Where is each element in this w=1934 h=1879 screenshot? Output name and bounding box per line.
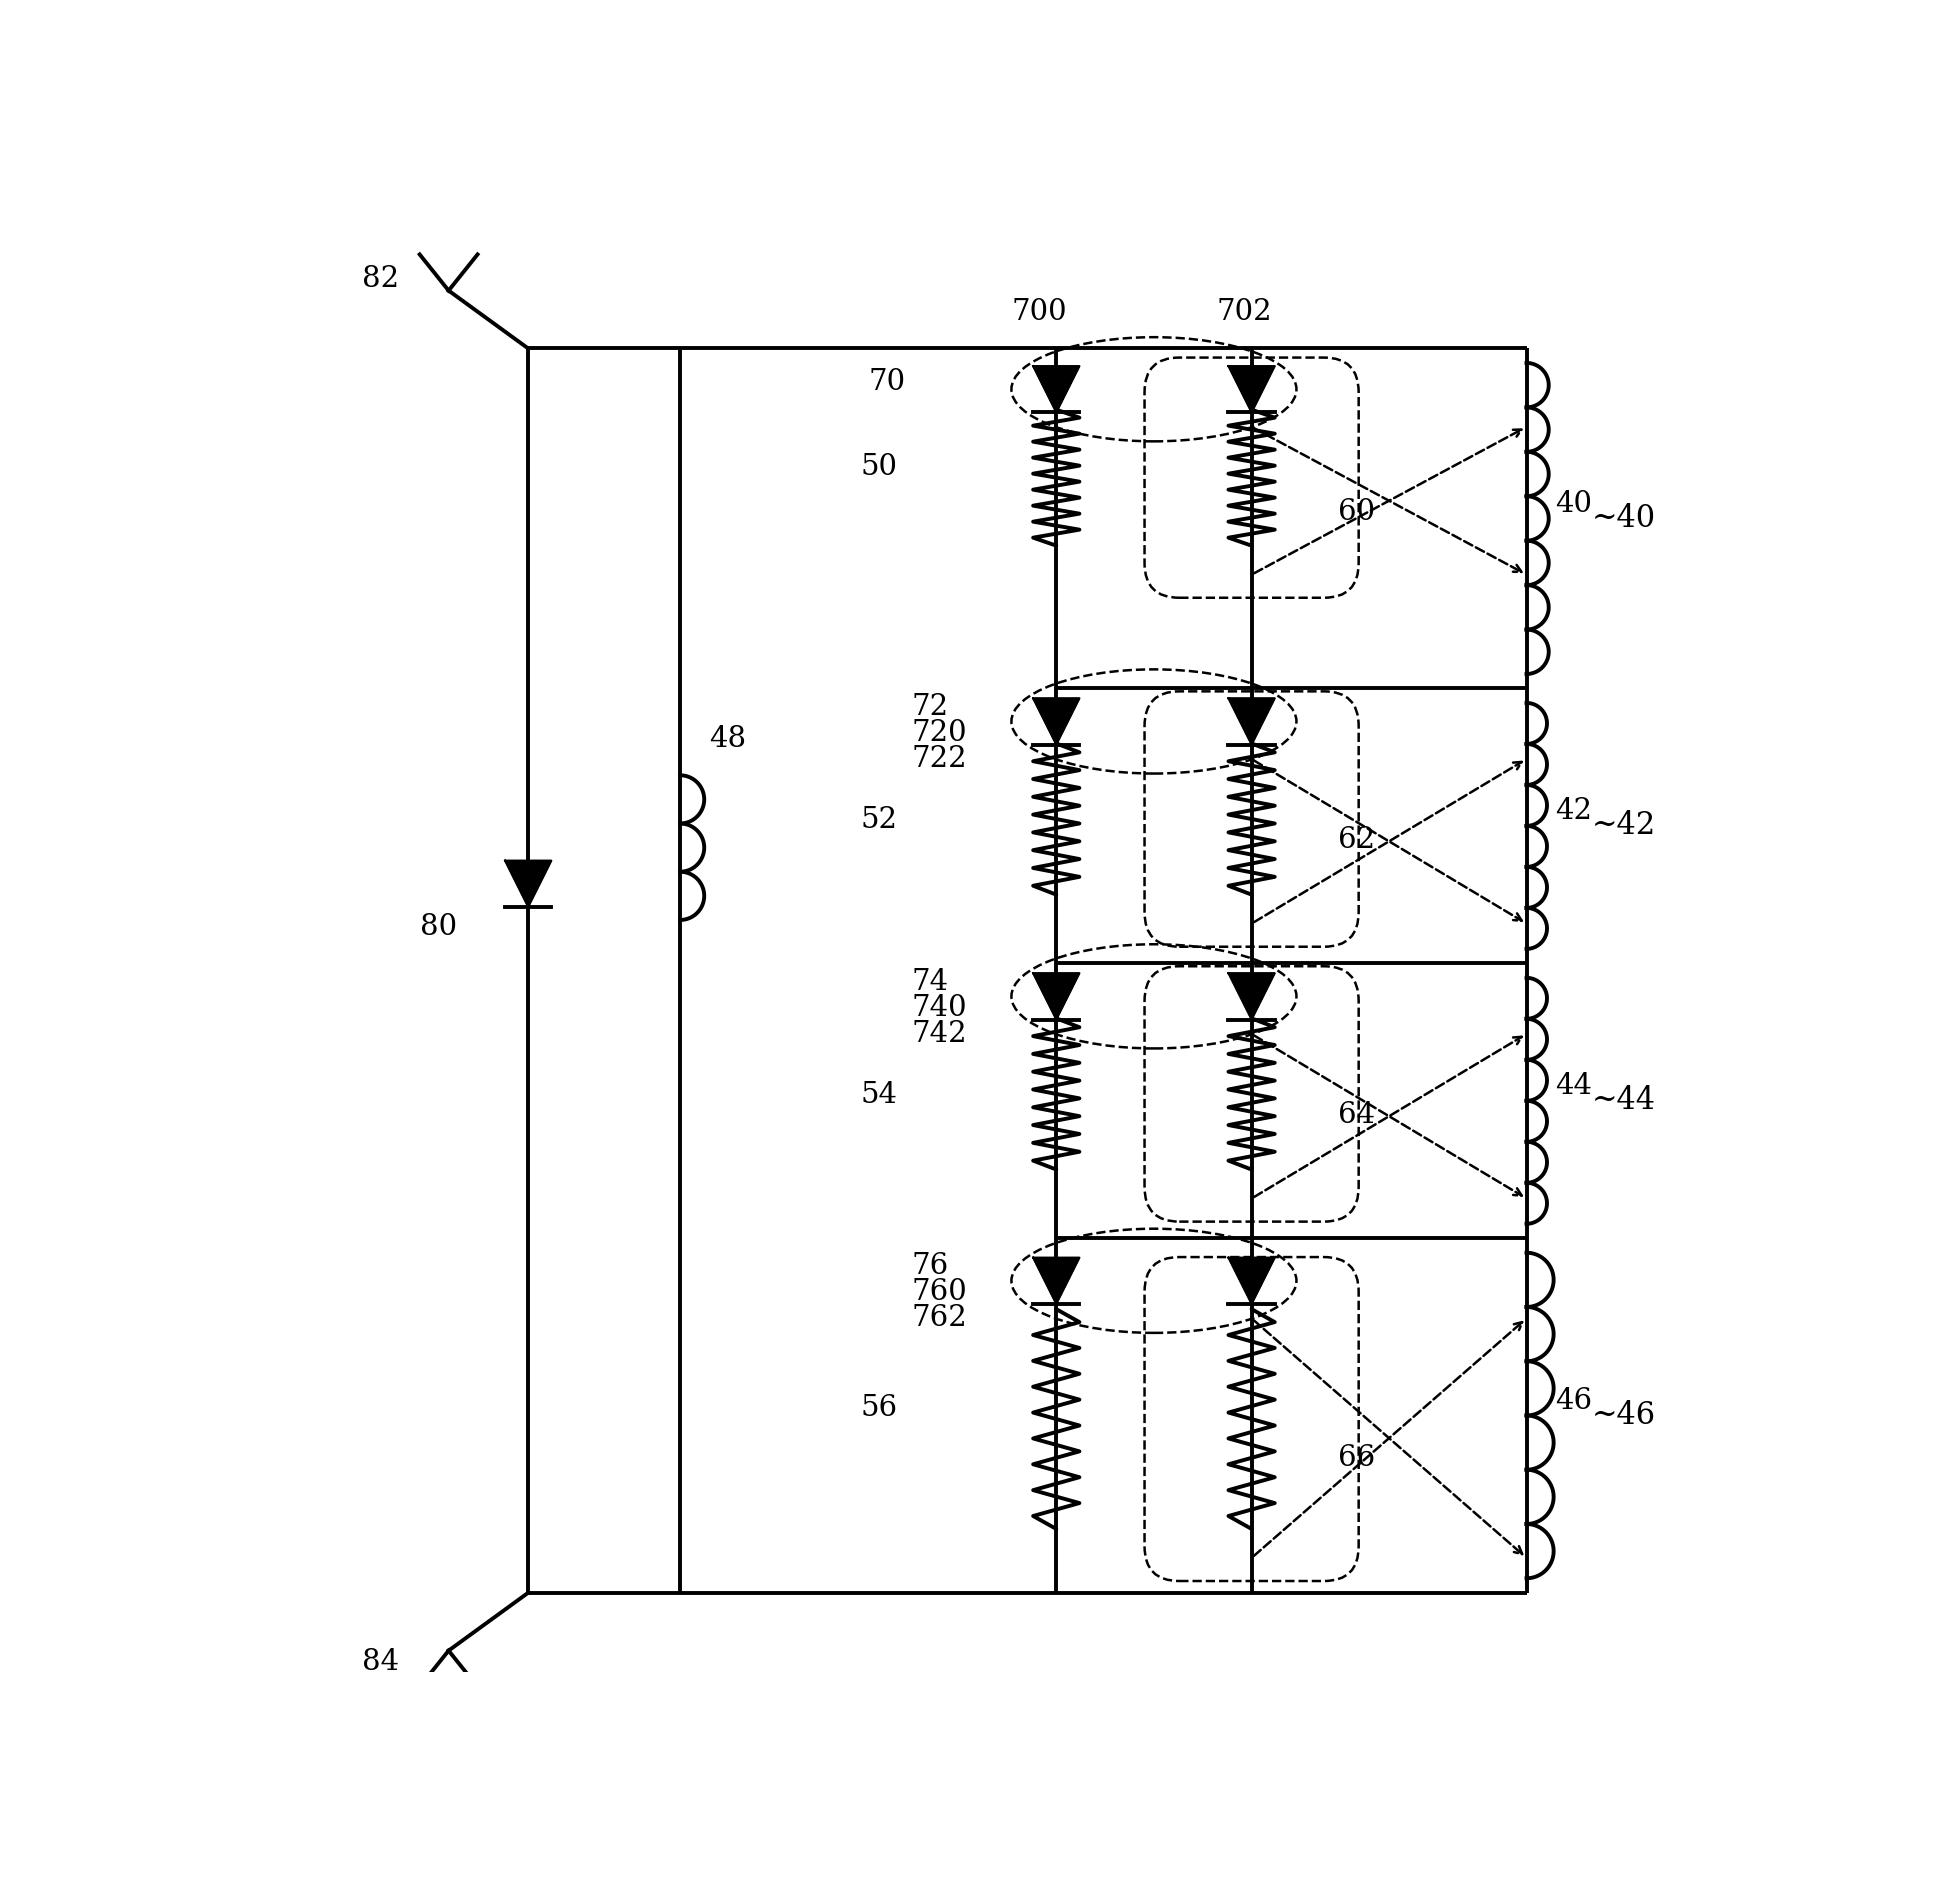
Text: 66: 66: [1338, 1445, 1375, 1471]
Polygon shape: [1033, 699, 1079, 744]
Text: ~40: ~40: [1592, 504, 1656, 534]
Text: 42: 42: [1555, 797, 1592, 825]
Text: 742: 742: [911, 1020, 967, 1048]
Text: 700: 700: [1011, 299, 1068, 327]
Text: 762: 762: [911, 1304, 967, 1332]
Text: 44: 44: [1555, 1073, 1592, 1101]
Text: 84: 84: [362, 1648, 398, 1676]
Text: 72: 72: [911, 693, 950, 722]
Text: 720: 720: [911, 720, 967, 748]
Polygon shape: [1033, 1257, 1079, 1304]
Polygon shape: [1228, 1257, 1275, 1304]
Text: ~42: ~42: [1592, 810, 1656, 842]
Text: 52: 52: [861, 806, 897, 834]
Text: 74: 74: [911, 968, 950, 996]
Text: 60: 60: [1338, 498, 1375, 526]
Text: 62: 62: [1338, 825, 1375, 853]
Polygon shape: [1228, 366, 1275, 412]
Text: ~44: ~44: [1592, 1086, 1656, 1116]
Text: 64: 64: [1338, 1101, 1375, 1129]
Text: 82: 82: [362, 265, 398, 293]
Text: 80: 80: [420, 913, 456, 941]
Text: 740: 740: [911, 994, 967, 1022]
Text: 722: 722: [911, 746, 967, 772]
Text: 48: 48: [710, 725, 747, 753]
Polygon shape: [505, 861, 551, 908]
Polygon shape: [1033, 973, 1079, 1020]
Text: 760: 760: [911, 1278, 967, 1306]
Text: 76: 76: [911, 1251, 950, 1280]
Text: 56: 56: [861, 1394, 897, 1422]
Polygon shape: [1228, 699, 1275, 744]
Text: ~46: ~46: [1592, 1400, 1656, 1432]
Text: 40: 40: [1555, 490, 1592, 519]
Text: 54: 54: [861, 1080, 897, 1109]
Text: 46: 46: [1555, 1387, 1592, 1415]
Text: 702: 702: [1216, 299, 1273, 327]
Text: 70: 70: [868, 368, 905, 396]
Polygon shape: [1228, 973, 1275, 1020]
Text: 50: 50: [861, 453, 897, 481]
Polygon shape: [1033, 366, 1079, 412]
